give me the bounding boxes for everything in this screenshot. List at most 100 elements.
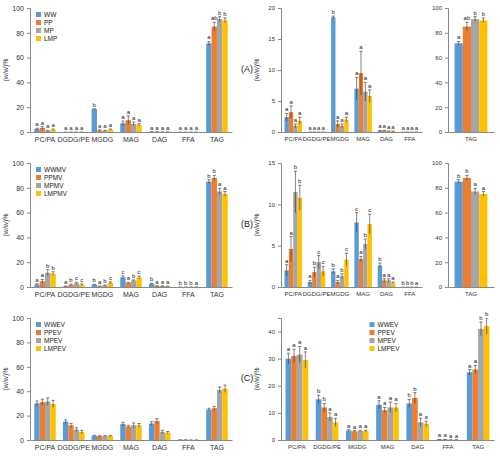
significance-letter: b xyxy=(51,265,55,271)
x-axis-line xyxy=(282,132,423,133)
x-tick-label: MGDG xyxy=(331,136,350,142)
bar xyxy=(188,287,193,288)
y-tick-mark xyxy=(27,262,30,263)
bar xyxy=(317,132,321,133)
significance-letter: a xyxy=(298,339,302,345)
x-tick: DGDG/PE xyxy=(58,440,91,451)
error-bar xyxy=(195,439,198,440)
significance-letter: a xyxy=(166,125,170,131)
error-bar xyxy=(103,435,106,437)
error-bar xyxy=(336,121,339,127)
x-tick: MGDG xyxy=(331,287,350,297)
y-tick: 60 xyxy=(435,210,448,216)
significance-letter: a xyxy=(298,110,302,116)
y-tick-label: 100 xyxy=(432,160,443,166)
legend-label: PPEV xyxy=(378,329,396,336)
y-tick: 100 xyxy=(12,5,30,12)
y-tick: 0 xyxy=(20,437,30,444)
x-axis: PC/PADGDG/PEMGDGMAGDAGFFATAG xyxy=(31,132,233,143)
y-tick-mark xyxy=(27,163,30,164)
significance-letter: a xyxy=(321,125,325,131)
error-bar xyxy=(218,188,221,194)
significance-letter: a xyxy=(223,185,227,191)
y-tick-label: 100 xyxy=(12,315,24,322)
x-tick-label: MGDG xyxy=(348,444,367,450)
y-tick-label: 10 xyxy=(268,202,275,208)
x-axis-line xyxy=(282,287,423,288)
significance-letter: b xyxy=(473,10,477,16)
y-tick-mark xyxy=(27,342,30,343)
bar xyxy=(414,287,418,288)
bar xyxy=(45,402,50,440)
y-tick-label: 40 xyxy=(268,329,275,335)
y-tick-label: 0 xyxy=(272,284,276,290)
error-bar xyxy=(355,213,358,233)
significance-letter: a xyxy=(308,273,312,279)
significance-letter: a xyxy=(64,125,68,131)
legend: WWEVPPEVMPEVLMPEV xyxy=(36,321,67,352)
x-tick-label: DAG xyxy=(380,136,393,142)
x-tick-label: FFA xyxy=(182,444,195,451)
error-bar xyxy=(406,287,409,288)
error-bar xyxy=(332,269,335,274)
bar xyxy=(363,431,369,440)
bar xyxy=(217,19,222,132)
error-bar xyxy=(161,131,164,132)
bar xyxy=(40,402,45,440)
significance-letter: a xyxy=(195,125,199,131)
y-tick: 5 xyxy=(272,98,281,104)
legend-swatch xyxy=(36,338,41,343)
y-tick-mark xyxy=(278,204,281,205)
error-bar xyxy=(415,287,418,288)
significance-letter: a xyxy=(340,117,344,123)
bar xyxy=(412,398,418,440)
legend-label: LMPMV xyxy=(44,190,68,197)
significance-letter: ab xyxy=(211,15,218,21)
error-bar xyxy=(132,280,135,281)
bar xyxy=(286,359,292,440)
y-tick-mark xyxy=(445,132,448,133)
bar xyxy=(212,178,217,287)
y-tick: 15 xyxy=(268,36,281,42)
error-bar xyxy=(294,124,297,128)
bar xyxy=(410,132,414,133)
significance-letter: a xyxy=(391,275,395,281)
y-tick: 0 xyxy=(20,284,30,291)
legend-swatch xyxy=(36,330,41,335)
y-tick-mark xyxy=(278,287,281,288)
x-tick-label: DGDG/PE xyxy=(58,444,91,451)
x-tick: PC/PA xyxy=(35,132,56,143)
y-tick-mark xyxy=(278,246,281,247)
y-tick-mark xyxy=(27,367,30,368)
error-bar xyxy=(402,287,405,288)
x-tick: MAG xyxy=(123,440,139,451)
significance-letter: a xyxy=(449,433,453,439)
x-tick: MGDG xyxy=(91,440,113,451)
significance-letter: a xyxy=(359,44,363,50)
x-tick-label: DAG xyxy=(411,444,424,450)
y-tick-mark xyxy=(445,58,448,59)
x-tick-label: DGDG/PE xyxy=(303,291,331,297)
significance-letter: a xyxy=(328,406,332,412)
bar xyxy=(359,259,363,287)
y-tick: 100 xyxy=(12,315,30,322)
y-tick-label: 20 xyxy=(435,105,442,111)
error-bar xyxy=(223,385,226,392)
error-bar xyxy=(345,117,348,122)
y-axis: 020406080100 xyxy=(432,160,449,290)
error-bar xyxy=(52,400,55,407)
error-bar xyxy=(347,430,350,432)
y-axis: 020406080100 xyxy=(12,315,30,444)
y-tick-mark xyxy=(445,107,448,108)
y-axis: 051015 xyxy=(268,160,281,290)
significance-letter: a xyxy=(285,258,289,264)
bar xyxy=(149,131,154,132)
x-tick-label: DAG xyxy=(380,291,393,297)
bar xyxy=(102,436,107,440)
y-tick: 20 xyxy=(268,383,281,389)
error-bar xyxy=(317,132,320,133)
significance-letter: a xyxy=(155,125,159,131)
significance-letter: a xyxy=(109,122,113,128)
significance-letter: a xyxy=(69,125,73,131)
y-tick-label: 15 xyxy=(268,36,275,42)
